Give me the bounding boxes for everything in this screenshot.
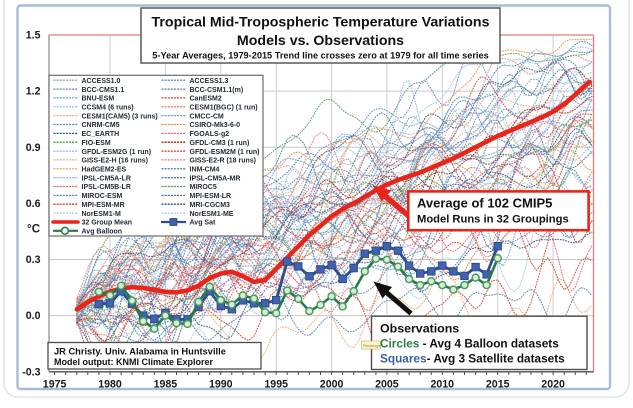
svg-text:Model output: KNMI Climate Exp: Model output: KNMI Climate Explorer xyxy=(54,357,214,367)
svg-text:CCSM4 (6 runs): CCSM4 (6 runs) xyxy=(82,105,134,112)
svg-text:BCC-CMS1.1: BCC-CMS1.1 xyxy=(82,87,125,94)
svg-text:32 Group Mean: 32 Group Mean xyxy=(82,220,133,227)
svg-text:CMCC-CM: CMCC-CM xyxy=(190,113,224,120)
svg-text:1995: 1995 xyxy=(264,379,288,391)
svg-text:MRI-CGCM3: MRI-CGCM3 xyxy=(190,202,231,209)
svg-text:Models vs. Observations: Models vs. Observations xyxy=(237,33,404,49)
svg-text:GFDL-ESM2M (1 run): GFDL-ESM2M (1 run) xyxy=(190,149,260,156)
svg-text:Avg Balloon: Avg Balloon xyxy=(82,229,123,236)
svg-text:Avg Sat: Avg Sat xyxy=(190,220,216,227)
svg-text:GISS-E2-H (16 runs): GISS-E2-H (16 runs) xyxy=(82,158,149,165)
svg-text:MPI-ESM-MR: MPI-ESM-MR xyxy=(82,202,125,209)
svg-text:2010: 2010 xyxy=(431,379,455,391)
svg-text:NorESM1-ME: NorESM1-ME xyxy=(190,211,234,218)
svg-text:Rectangle: Rectangle xyxy=(363,343,382,348)
svg-text:0.0: 0.0 xyxy=(26,310,41,322)
svg-text:Squares- Avg 3 Satellite datas: Squares- Avg 3 Satellite datasets xyxy=(380,352,565,366)
svg-text:5-Year Averages, 1979-2015 Tre: 5-Year Averages, 1979-2015 Trend line cr… xyxy=(152,51,488,61)
svg-text:GFDL-CM3 (1 run): GFDL-CM3 (1 run) xyxy=(190,140,250,147)
svg-text:MIROC-ESM: MIROC-ESM xyxy=(82,193,123,200)
svg-text:MIROC5: MIROC5 xyxy=(190,184,217,191)
svg-text:1990: 1990 xyxy=(209,379,233,391)
svg-text:2020: 2020 xyxy=(541,379,565,391)
svg-text:CNRM-CM5: CNRM-CM5 xyxy=(82,122,120,129)
svg-text:0.6: 0.6 xyxy=(26,198,41,210)
svg-text:FGOALS-g2: FGOALS-g2 xyxy=(190,131,230,138)
svg-text:ACCESS1.3: ACCESS1.3 xyxy=(190,78,229,85)
svg-text:CanESM2: CanESM2 xyxy=(190,96,222,103)
svg-text:1.5: 1.5 xyxy=(26,30,41,42)
svg-text:HadGEM2-ES: HadGEM2-ES xyxy=(82,167,127,174)
svg-text:Circles - Avg 4 Balloon datase: Circles - Avg 4 Balloon datasets xyxy=(380,337,559,351)
svg-text:GISS-E2-R (18 runs): GISS-E2-R (18 runs) xyxy=(190,158,257,165)
svg-text:0.9: 0.9 xyxy=(26,142,41,154)
svg-text:-0.3: -0.3 xyxy=(22,366,40,378)
svg-text:IPSL-CM5A-LR: IPSL-CM5A-LR xyxy=(82,175,131,182)
svg-text:Tropical Mid-Tropospheric Temp: Tropical Mid-Tropospheric Temperature Va… xyxy=(152,14,490,30)
svg-text:EC_EARTH: EC_EARTH xyxy=(82,131,120,138)
svg-text:INM-CM4: INM-CM4 xyxy=(190,167,220,174)
svg-text:1980: 1980 xyxy=(98,379,122,391)
svg-text:1.2: 1.2 xyxy=(26,86,41,98)
svg-text:FIO-ESM: FIO-ESM xyxy=(82,140,111,147)
svg-text:0.3: 0.3 xyxy=(26,254,41,266)
svg-text:1975: 1975 xyxy=(43,379,67,391)
svg-text:CESM1(BGC) (1 run): CESM1(BGC) (1 run) xyxy=(190,105,258,112)
svg-text:CSIRO-Mk3-6-0: CSIRO-Mk3-6-0 xyxy=(190,122,241,129)
svg-text:Model Runs in 32 Groupings: Model Runs in 32 Groupings xyxy=(417,214,569,226)
svg-text:ACCESS1.0: ACCESS1.0 xyxy=(82,78,121,85)
svg-text:NorESM1-M: NorESM1-M xyxy=(82,211,121,218)
svg-text:JR Christy. Univ. Alabama in H: JR Christy. Univ. Alabama in Huntsville xyxy=(54,346,226,356)
svg-text:2015: 2015 xyxy=(486,379,510,391)
svg-text:MPI-ESM-LR: MPI-ESM-LR xyxy=(190,193,232,200)
svg-text:°C: °C xyxy=(27,224,40,236)
svg-text:GFDL-ESM2G (1 run): GFDL-ESM2G (1 run) xyxy=(82,149,152,156)
svg-text:IPSL-CM5B-LR: IPSL-CM5B-LR xyxy=(82,184,131,191)
svg-text:Average of 102 CMIP5: Average of 102 CMIP5 xyxy=(417,196,552,211)
svg-text:IPSL-CM5A-MR: IPSL-CM5A-MR xyxy=(190,175,241,182)
svg-text:1985: 1985 xyxy=(154,379,178,391)
svg-text:BNU-ESM: BNU-ESM xyxy=(82,96,115,103)
svg-text:2005: 2005 xyxy=(375,379,399,391)
svg-text:CESM1(CAM5) (3 runs): CESM1(CAM5) (3 runs) xyxy=(82,113,158,120)
svg-text:Observations: Observations xyxy=(380,322,459,336)
svg-text:BCC-CSM1.1(m): BCC-CSM1.1(m) xyxy=(190,87,244,94)
svg-text:2000: 2000 xyxy=(320,379,344,391)
